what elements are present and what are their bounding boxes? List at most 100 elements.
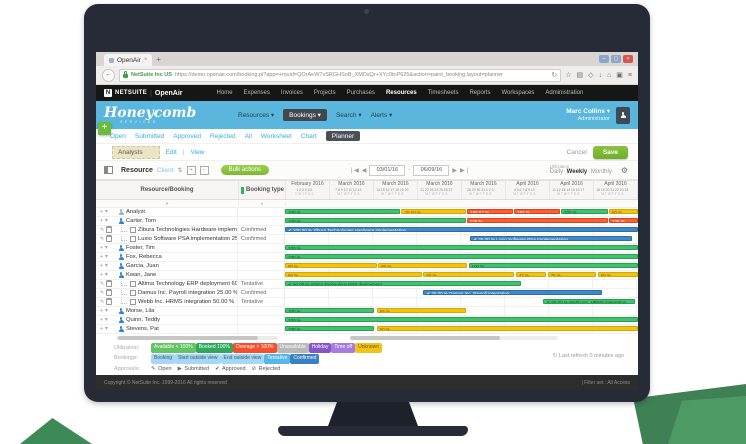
downloads-icon[interactable]: ↓ — [598, 71, 603, 79]
header-menu-bookings[interactable]: Bookings ▾ — [283, 109, 327, 121]
header-menu-resources[interactable]: Resources ▾ — [238, 112, 275, 119]
period-monthly[interactable]: Monthly — [590, 169, 612, 176]
user-name[interactable]: Marc Collins ▾ — [566, 107, 610, 115]
utilization-bar[interactable]: 60 % — [285, 272, 422, 277]
booking-checkbox[interactable] — [130, 299, 136, 305]
window-minimize-button[interactable]: – — [599, 55, 609, 63]
pages-icon[interactable]: ▣ — [616, 72, 623, 79]
timeline-cell[interactable]: 100 % 125 % 125 % — [285, 217, 638, 225]
home-icon[interactable]: ⌂ — [607, 71, 612, 79]
tab-chart[interactable]: Chart — [300, 132, 317, 140]
user-box[interactable]: Marc Collins ▾ Administrator — [566, 108, 610, 123]
window-maximize-button[interactable]: ▢ — [611, 55, 621, 63]
client-mode-link[interactable]: Client — [156, 166, 174, 174]
saved-view-chip[interactable]: Analysts — [112, 145, 160, 159]
collapse-toggle-icon[interactable]: ▾ — [104, 272, 108, 278]
utilization-bar[interactable]: ✔ 60.00 % Altima Technology ERP deployme… — [285, 281, 521, 286]
timeline-cell[interactable]: 100 % 28.50 % 166.67 % 165 % 100 % 80 % — [285, 208, 638, 216]
edit-booking-icon[interactable]: ✎ — [100, 289, 105, 296]
sort-icon[interactable]: ⇅ — [177, 167, 183, 174]
utilization-bar[interactable]: 100 % — [285, 326, 374, 331]
first-page-icon[interactable]: ❘◀ — [349, 167, 359, 174]
delete-booking-icon[interactable] — [106, 281, 113, 287]
utilization-bar[interactable]: 100 % — [285, 218, 466, 223]
collapse-toggle-icon[interactable]: ▾ — [104, 209, 108, 215]
timeline-cell[interactable]: 100 % — [285, 253, 638, 261]
utilization-bar[interactable]: 28.50 % — [401, 209, 467, 214]
topnav-item-projects[interactable]: Projects — [313, 90, 336, 96]
collapse-all-icon[interactable]: − — [199, 165, 209, 175]
collapse-toggle-icon[interactable]: ▾ — [104, 218, 108, 224]
add-booking-icon[interactable]: + — [100, 316, 103, 323]
tab-worksheet[interactable]: Worksheet — [260, 132, 292, 140]
booking-checkbox[interactable] — [130, 281, 136, 287]
timeline-cell[interactable]: ✔ 100.00 % Zibura Technologies Hardware … — [285, 226, 638, 234]
prev-page-icon[interactable]: ◀ — [361, 167, 367, 174]
timeline-cell[interactable]: ✔ 60.00 % Altima Technology ERP deployme… — [285, 280, 638, 288]
utilization-bar[interactable]: 166.67 % — [467, 209, 514, 214]
timeline-scrollbar[interactable] — [350, 335, 558, 340]
utilization-bar[interactable]: 60 % — [423, 272, 515, 277]
edit-booking-icon[interactable]: ✎ — [100, 226, 105, 233]
timeline-cell[interactable]: ✔ 50.00 % Webb Inc. HRMS integration — [285, 298, 638, 306]
topnav-item-invoices[interactable]: Invoices — [280, 90, 303, 96]
utilization-bar[interactable]: ✔ 25.00 % Luxio Software PSA Implementat… — [470, 236, 632, 241]
delete-booking-icon[interactable] — [106, 299, 113, 305]
save-button[interactable]: Save — [592, 145, 628, 159]
utilization-bar[interactable]: 125 % — [609, 218, 638, 223]
header-menu-alerts[interactable]: Alerts ▾ — [370, 112, 393, 119]
tab-rejected[interactable]: Rejected — [210, 132, 236, 140]
booking-checkbox[interactable] — [130, 290, 136, 296]
timeline-cell[interactable]: 60 % 60 % 47 % 75 % 60 % — [285, 271, 638, 279]
utilization-bar[interactable]: 80 % — [378, 263, 468, 268]
timeline-cell[interactable]: 100 % — [285, 316, 638, 324]
timeline-cell[interactable]: ✔ 25.00 % Luxio Software PSA Implementat… — [285, 235, 638, 243]
edit-booking-icon[interactable]: ✎ — [100, 235, 105, 242]
utilization-bar[interactable]: 100 % — [285, 308, 374, 313]
tab-planner[interactable]: Planner — [325, 131, 361, 141]
utilization-bar[interactable]: 100 % — [468, 263, 638, 268]
browser-tab[interactable]: OpenAir × — [104, 54, 153, 66]
utilization-bar[interactable]: 125 % — [466, 218, 608, 223]
delete-booking-icon[interactable] — [106, 290, 113, 296]
timeline-cell[interactable]: 80 % 80 % 100 % — [285, 262, 638, 270]
window-close-button[interactable]: × — [623, 55, 633, 63]
add-booking-fab[interactable]: + — [98, 122, 111, 135]
tab-approved[interactable]: Approved — [173, 132, 202, 140]
add-booking-icon[interactable]: + — [100, 244, 103, 251]
settings-gear-icon[interactable]: ⚙ — [620, 165, 628, 175]
booking-checkbox[interactable] — [130, 236, 136, 242]
add-booking-icon[interactable]: + — [100, 307, 103, 314]
back-button[interactable]: ← — [102, 68, 115, 82]
column-resource-booking[interactable]: Resource/Booking — [96, 181, 239, 199]
user-shortcut-button[interactable] — [616, 106, 630, 124]
new-tab-button[interactable]: + — [156, 55, 162, 64]
header-menu-search[interactable]: Search ▾ — [335, 112, 362, 119]
bulk-actions-button[interactable]: Bulk actions — [220, 165, 269, 175]
site-identity[interactable]: NetSuite Inc US — [131, 72, 172, 78]
url-text[interactable]: https://demo.openair.com/booking.pl?app=… — [174, 72, 504, 78]
tab-all[interactable]: All — [244, 132, 252, 140]
add-booking-icon[interactable]: + — [100, 208, 103, 215]
topnav-item-administration[interactable]: Administration — [545, 90, 584, 96]
tab-submitted[interactable]: Submitted — [134, 132, 165, 140]
menu-icon[interactable]: ≡ — [627, 71, 632, 79]
column-booking-type[interactable]: Booking type — [239, 181, 286, 199]
add-booking-icon[interactable]: + — [100, 271, 103, 278]
type-filter-icon[interactable]: ▼ — [239, 201, 286, 206]
utilization-bar[interactable]: ✔ 100.00 % Zibura Technologies Hardware … — [285, 227, 638, 232]
sidebar-toggle-icon[interactable] — [104, 166, 113, 174]
topnav-item-expenses[interactable]: Expenses — [243, 90, 270, 96]
period-weekly[interactable]: Weekly — [566, 169, 588, 176]
topnav-item-purchases[interactable]: Purchases — [346, 90, 375, 96]
add-booking-icon[interactable]: + — [100, 262, 103, 269]
utilization-bar[interactable]: 47 % — [515, 272, 547, 277]
collapse-toggle-icon[interactable]: ▾ — [104, 317, 108, 323]
bookmark-star-icon[interactable]: ☆ — [565, 72, 572, 79]
utilization-bar[interactable]: 50 % — [376, 326, 638, 331]
topnav-item-timesheets[interactable]: Timesheets — [427, 90, 459, 96]
topnav-item-resources[interactable]: Resources — [385, 90, 417, 96]
cancel-button[interactable]: Cancel — [566, 148, 587, 156]
delete-booking-icon[interactable] — [106, 236, 113, 242]
utilization-bar[interactable]: 75 % — [547, 272, 597, 277]
